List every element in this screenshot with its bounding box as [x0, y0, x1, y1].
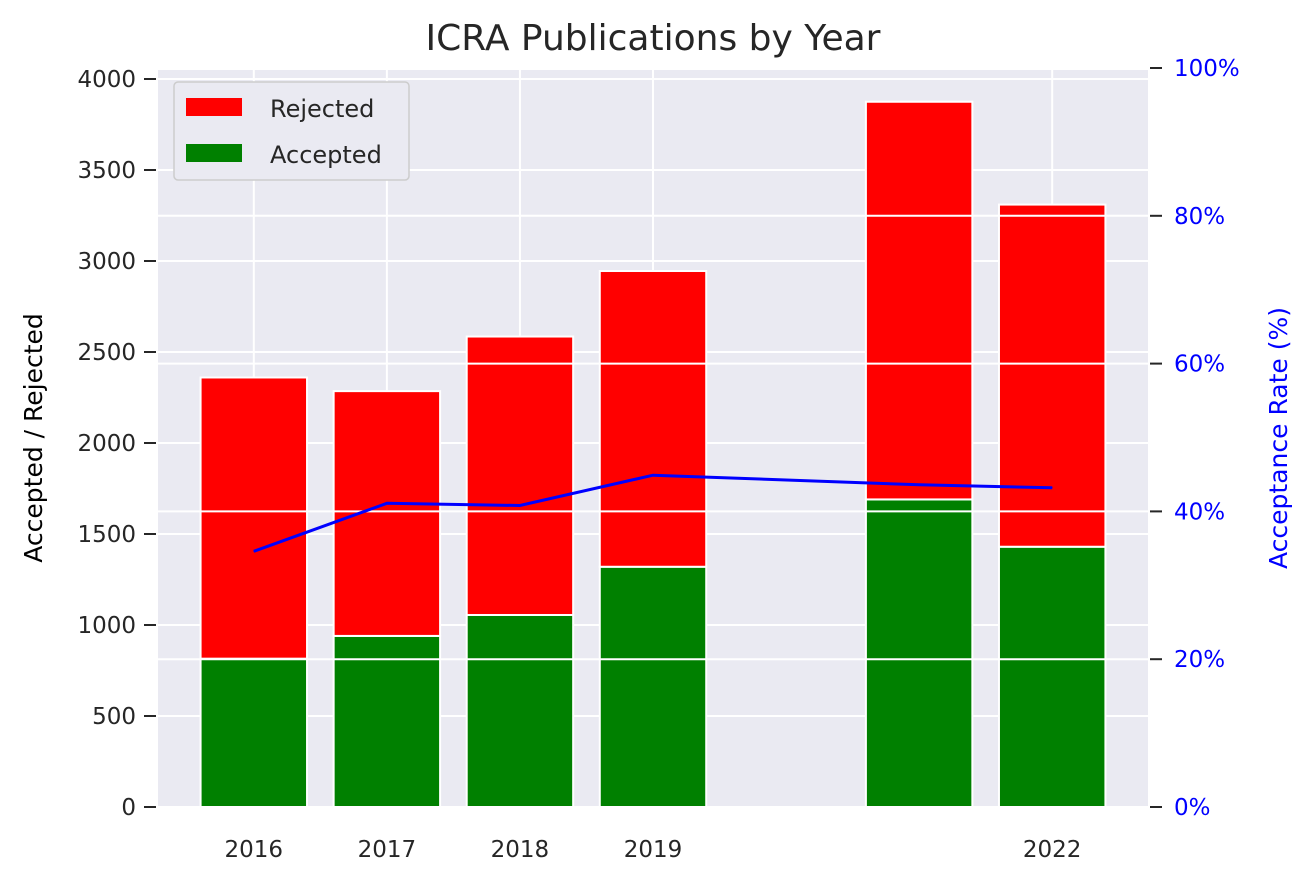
bar-rejected-2017: [332, 390, 442, 637]
bar-accepted-2018: [465, 613, 575, 808]
acceptance-rate-point-2017: [386, 502, 388, 504]
y2-tick-label: 60%: [1174, 352, 1225, 378]
x-tick-label: 2022: [1023, 837, 1082, 863]
bar-accepted-2016: [199, 657, 309, 808]
legend-label-accepted: Accepted: [270, 141, 382, 169]
y-tick-label: 2000: [77, 431, 136, 457]
bar-rejected-2021: [864, 100, 974, 501]
legend-label-rejected: Rejected: [270, 95, 374, 123]
y-tick-label: 1500: [77, 522, 136, 548]
legend: Rejected Accepted: [173, 81, 410, 181]
bar-rejected-2018: [465, 335, 575, 616]
x-tick-label: 2017: [358, 837, 417, 863]
y-axis-label: Accepted / Rejected: [19, 313, 48, 563]
bar-accepted-2019: [598, 565, 708, 809]
x-tick-label: 2018: [491, 837, 550, 863]
y-tick-label: 3500: [77, 158, 136, 184]
acceptance-rate-point-2018: [519, 504, 521, 506]
acceptance-rate-point-2016: [253, 550, 255, 552]
axes-layer: 0 500 1000 1500 2000 2500 3000 3500 4000 0% 20% 40%…: [77, 56, 1239, 863]
legend-swatch-rejected: [186, 98, 242, 116]
acceptance-rate-point-2022: [1051, 487, 1053, 489]
bar-rejected-2022: [997, 203, 1107, 548]
line-layer: [253, 473, 1053, 553]
x-tick-label: 2016: [225, 837, 284, 863]
acceptance-rate-point-2021: [918, 484, 920, 486]
y2-axis-label: Acceptance Rate (%): [1264, 307, 1293, 569]
y-tick-label: 3000: [77, 249, 136, 275]
y2-tick-label: 80%: [1174, 204, 1225, 230]
y2-tick-label: 100%: [1174, 56, 1240, 82]
y2-tick-label: 40%: [1174, 499, 1225, 525]
y-tick-label: 500: [92, 704, 136, 730]
bar-accepted-2022: [997, 545, 1107, 808]
x-tick-label: 2019: [624, 837, 683, 863]
bar-rejected-2019: [598, 270, 708, 568]
bar-accepted-2021: [864, 498, 974, 808]
right-grid-layer: [158, 67, 1148, 808]
bars-layer: [199, 100, 1107, 809]
y2-tick-label: 20%: [1174, 647, 1225, 673]
y-tick-label: 4000: [77, 67, 136, 93]
y-tick-label: 1000: [77, 613, 136, 639]
acceptance-rate-point-2019: [652, 474, 654, 476]
chart-title: ICRA Publications by Year: [426, 18, 881, 59]
y-tick-label: 0: [121, 795, 136, 821]
y2-tick-label: 0%: [1174, 795, 1211, 821]
bar-accepted-2017: [332, 634, 442, 808]
acceptance-rate-line: [253, 473, 1053, 553]
legend-swatch-accepted: [186, 144, 242, 162]
bar-rejected-2016: [199, 376, 309, 660]
y-tick-label: 2500: [77, 340, 136, 366]
